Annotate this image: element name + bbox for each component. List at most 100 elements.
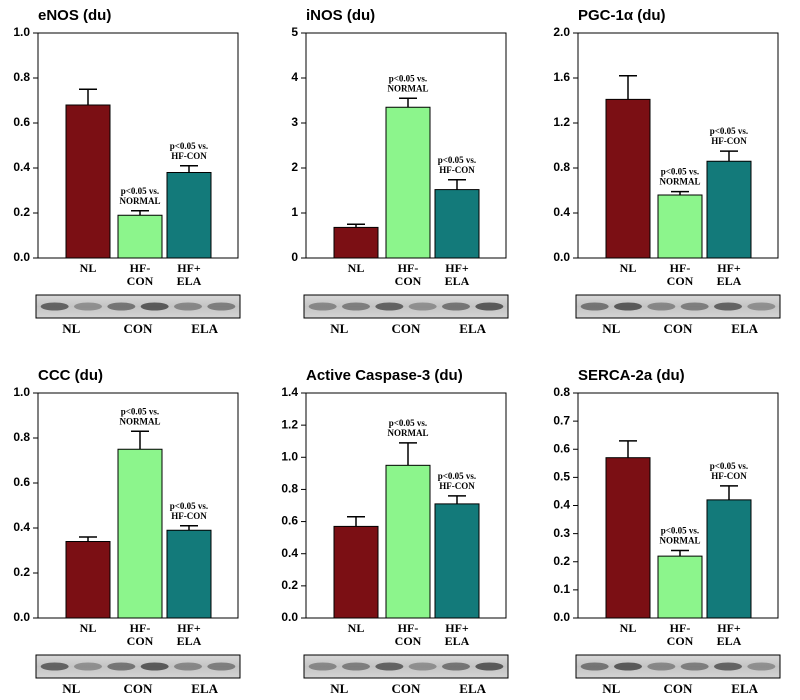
blot-label: NL <box>330 681 348 696</box>
y-tick-label: 0.6 <box>13 475 30 489</box>
y-tick-label: 0.8 <box>13 70 30 84</box>
blot-band <box>207 302 236 311</box>
y-tick-label: 1 <box>291 205 298 219</box>
panel-title: eNOS (du) <box>38 7 111 24</box>
x-tick-label: ELA <box>177 634 202 648</box>
significance-label: p<0.05 vs. <box>710 126 748 136</box>
y-tick-label: 1.0 <box>13 385 30 399</box>
blot-band <box>747 302 776 311</box>
y-tick-label: 1.0 <box>281 449 298 463</box>
blot-image <box>575 294 781 319</box>
y-tick-label: 0.0 <box>13 250 30 264</box>
blot-label: CON <box>124 321 154 336</box>
error-bar <box>79 536 97 542</box>
error-bar <box>180 165 198 173</box>
bar <box>333 226 379 259</box>
x-tick-label: HF+ <box>717 261 741 275</box>
x-tick-label: NL <box>348 261 365 275</box>
bar <box>333 525 379 619</box>
error-bar <box>448 495 466 504</box>
panel: Active Caspase-3 (du) 0.0 0.2 0.4 0.6 0.8 1.0 1… <box>281 367 509 696</box>
error-bar <box>720 150 738 162</box>
blot-band <box>614 662 642 671</box>
blot-band <box>40 302 69 311</box>
x-tick-label: HF- <box>670 621 691 635</box>
blot-band <box>614 302 642 311</box>
significance-label: NORMAL <box>120 196 161 206</box>
y-tick-label: 0.0 <box>281 610 298 624</box>
blot-band <box>475 662 504 671</box>
blot-band <box>375 662 404 671</box>
blot-band <box>140 302 169 311</box>
blot-image <box>303 294 509 319</box>
y-tick-label: 0.8 <box>13 430 30 444</box>
blot-band <box>342 662 370 671</box>
blot-band <box>207 662 236 671</box>
error-bar <box>347 516 365 527</box>
x-tick-label: NL <box>348 621 365 635</box>
x-tick-label: ELA <box>445 274 470 288</box>
significance-label: p<0.05 vs. <box>661 167 699 177</box>
error-bar <box>671 190 689 195</box>
blot-band <box>714 662 742 671</box>
blot-label: ELA <box>731 681 758 696</box>
y-tick-label: 3 <box>291 115 298 129</box>
blot-image <box>35 654 241 679</box>
significance-label: HF-CON <box>439 165 475 175</box>
y-tick-label: 0.1 <box>553 582 570 596</box>
y-tick-label: 0.2 <box>281 578 298 592</box>
bar <box>605 457 651 619</box>
significance-label: p<0.05 vs. <box>438 471 476 481</box>
blot-label: ELA <box>191 321 218 336</box>
significance-label: NORMAL <box>120 416 161 426</box>
blot-band <box>308 302 337 311</box>
y-tick-label: 0.4 <box>553 498 570 512</box>
blot-band <box>647 662 676 671</box>
significance-label: p<0.05 vs. <box>170 141 208 151</box>
blot-band <box>680 662 709 671</box>
x-tick-label: HF+ <box>445 621 469 635</box>
blot-band <box>308 662 337 671</box>
blot-band <box>580 662 609 671</box>
y-tick-label: 0.8 <box>553 385 570 399</box>
x-tick-label: HF+ <box>177 621 201 635</box>
y-tick-label: 0.2 <box>13 205 30 219</box>
x-tick-label: HF- <box>670 261 691 275</box>
x-tick-label: NL <box>80 261 97 275</box>
y-tick-label: 0.0 <box>13 610 30 624</box>
y-tick-label: 4 <box>291 70 298 84</box>
y-tick-label: 0.5 <box>553 470 570 484</box>
blot-label: NL <box>330 321 348 336</box>
x-tick-label: ELA <box>717 634 742 648</box>
panel-title: Active Caspase-3 (du) <box>306 367 463 384</box>
blot-band <box>107 302 136 311</box>
significance-label: NORMAL <box>388 83 429 93</box>
x-tick-label: CON <box>395 274 422 288</box>
panel: SERCA-2a (du) 0.0 0.1 0.2 0.3 0.4 0.5 0.6 0.7 0.8… <box>553 367 781 696</box>
x-tick-label: HF+ <box>445 261 469 275</box>
blot-band <box>107 662 136 671</box>
significance-label: p<0.05 vs. <box>661 526 699 536</box>
blot-label: CON <box>664 681 694 696</box>
panel-title: iNOS (du) <box>306 7 375 24</box>
blot-band <box>647 302 676 311</box>
blot-band <box>40 662 69 671</box>
blot-band <box>174 662 202 671</box>
blot-label: ELA <box>459 321 486 336</box>
blot-label: CON <box>124 681 154 696</box>
x-tick-label: CON <box>127 274 154 288</box>
blot-label: ELA <box>731 321 758 336</box>
blot-band <box>140 662 169 671</box>
y-tick-label: 1.6 <box>553 70 570 84</box>
x-tick-label: HF- <box>398 261 419 275</box>
y-tick-label: 0 <box>291 250 298 264</box>
significance-label: NORMAL <box>660 177 701 187</box>
bar <box>117 214 163 259</box>
error-bar <box>131 210 149 216</box>
y-tick-label: 0.0 <box>553 610 570 624</box>
significance-label: HF-CON <box>711 471 747 481</box>
x-tick-label: NL <box>80 621 97 635</box>
panel-title: SERCA-2a (du) <box>578 367 685 384</box>
